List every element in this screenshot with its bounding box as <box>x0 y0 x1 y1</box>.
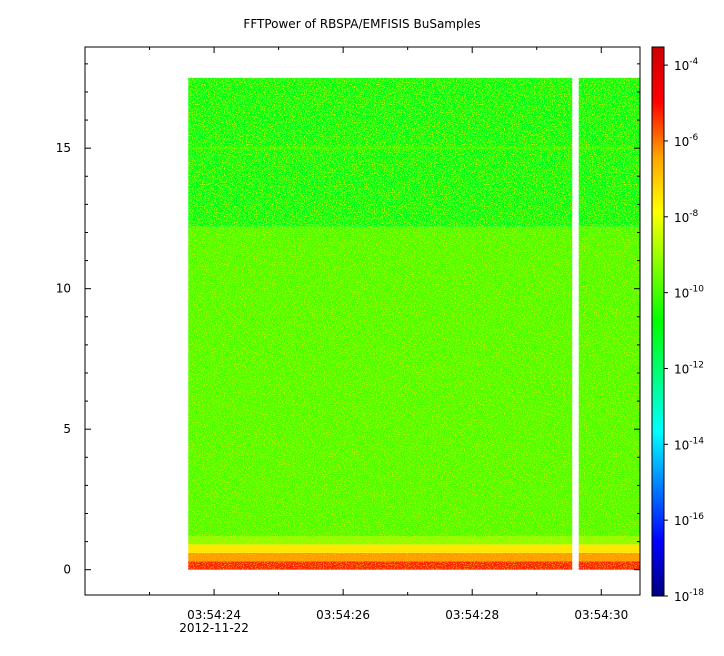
data-gap <box>572 76 579 571</box>
y-tick-label: 0 <box>63 563 71 577</box>
colorbar-tick-label: 10-14 <box>674 436 704 452</box>
y-tick-label: 10 <box>56 282 71 296</box>
colorbar-tick-label: 10-16 <box>674 512 704 528</box>
x-tick-label: 03:54:24 <box>187 608 241 622</box>
chart-title: FFTPower of RBSPA/EMFISIS BuSamples <box>243 17 481 31</box>
y-tick-label: 5 <box>63 422 71 436</box>
x-tick-label: 03:54:30 <box>574 608 628 622</box>
y-tick-label: 15 <box>56 141 71 155</box>
plot-frame <box>84 46 641 596</box>
heatmap-band <box>188 146 641 150</box>
heatmap-band <box>188 77 641 227</box>
colorbar <box>651 46 665 597</box>
heatmap-band <box>188 544 641 553</box>
x-tick-label: 03:54:26 <box>316 608 370 622</box>
colorbar-tick-label: 10-10 <box>674 285 704 301</box>
colorbar-tick-label: 10-18 <box>674 588 704 604</box>
colorbar-tick-label: 10-6 <box>674 133 699 149</box>
x-tick-label: 03:54:28 <box>445 608 499 622</box>
colorbar-tick-label: 10-8 <box>674 209 699 225</box>
colorbar-tick-label: 10-12 <box>674 360 704 376</box>
heatmap-band <box>188 561 641 570</box>
heatmap-band <box>188 535 641 545</box>
heatmap-band <box>188 226 641 536</box>
heatmap-band <box>188 552 641 562</box>
colorbar-tick-label: 10-4 <box>674 57 699 73</box>
x-date-label: 2012-11-22 <box>179 621 249 635</box>
